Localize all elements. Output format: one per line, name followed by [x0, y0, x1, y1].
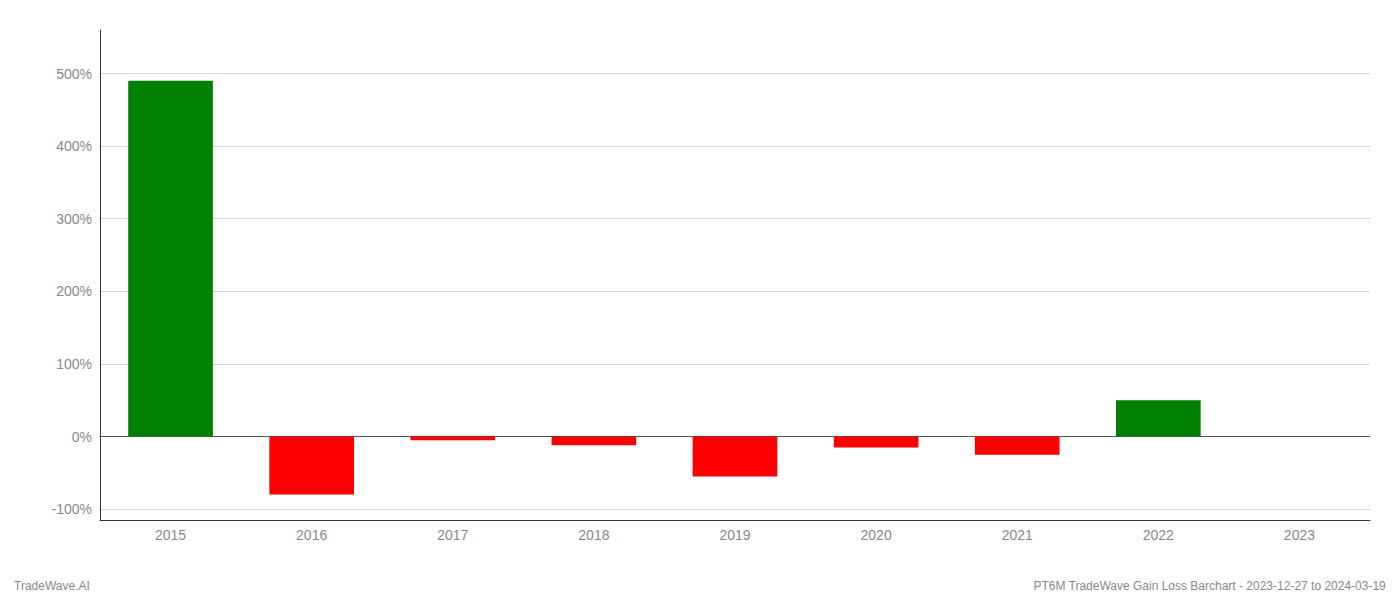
svg-text:500%: 500%: [56, 66, 92, 82]
svg-text:300%: 300%: [56, 211, 92, 227]
svg-text:-100%: -100%: [52, 501, 92, 517]
svg-text:100%: 100%: [56, 356, 92, 372]
svg-text:0%: 0%: [72, 429, 92, 445]
svg-text:2018: 2018: [578, 527, 609, 543]
svg-text:PT6M TradeWave Gain Loss Barch: PT6M TradeWave Gain Loss Barchart - 2023…: [1033, 579, 1386, 593]
svg-text:400%: 400%: [56, 138, 92, 154]
svg-text:2020: 2020: [861, 527, 892, 543]
svg-text:2022: 2022: [1143, 527, 1174, 543]
svg-text:2017: 2017: [437, 527, 468, 543]
svg-text:2023: 2023: [1284, 527, 1315, 543]
svg-text:TradeWave.AI: TradeWave.AI: [14, 579, 90, 593]
svg-text:2015: 2015: [155, 527, 186, 543]
svg-text:2016: 2016: [296, 527, 327, 543]
svg-text:2019: 2019: [719, 527, 750, 543]
svg-text:2021: 2021: [1002, 527, 1033, 543]
svg-text:200%: 200%: [56, 283, 92, 299]
